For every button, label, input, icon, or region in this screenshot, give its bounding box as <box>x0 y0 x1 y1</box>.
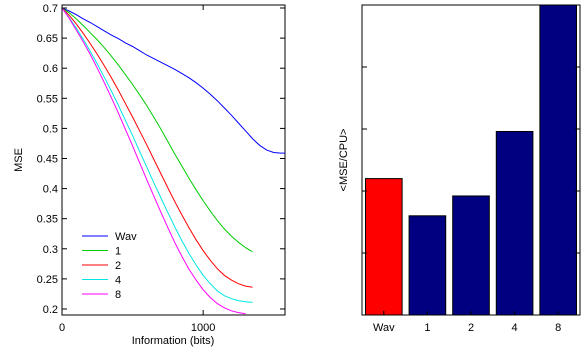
legend-label-1: 1 <box>115 246 121 258</box>
bar-chart-x-ticks: Wav 1 2 4 8 <box>373 311 561 334</box>
line-chart-y-tick-label: 0.6 <box>43 63 58 75</box>
bar-chart-bars <box>364 4 578 316</box>
line-chart-x-tick-label: 1000 <box>191 322 215 334</box>
bar-wav <box>364 178 403 316</box>
line-chart-y-tick-label: 0.25 <box>37 274 58 286</box>
bar-chart-x-tick-label: 1 <box>424 322 430 334</box>
line-series-8 <box>61 7 246 315</box>
line-chart-y-tick-label: 0.3 <box>43 244 58 256</box>
bar-chart-panel: Wav 1 2 4 8 <MSE/CPU> <box>338 4 581 334</box>
line-chart-panel: 0.2 0.25 0.3 0.35 0.4 0.45 0.5 0.55 0.6 0.65 0.7 0… <box>13 3 286 347</box>
bar-chart-x-tick-label: 4 <box>512 322 518 334</box>
bar-chart-x-tick-label: 8 <box>555 322 561 334</box>
bar-chart-y-axis-label: <MSE/CPU> <box>338 129 350 192</box>
line-chart-x-axis-label: Information (bits) <box>132 335 215 347</box>
legend-label-4: 4 <box>115 275 121 287</box>
line-chart-x-tick-label: 0 <box>59 322 65 334</box>
line-series-2 <box>61 7 253 288</box>
line-chart-y-axis-label: MSE <box>13 148 25 172</box>
line-chart-y-tick-label: 0.4 <box>43 184 58 196</box>
line-chart-y-tick-label: 0.35 <box>37 214 58 226</box>
bar-8 <box>539 4 578 316</box>
line-series-1 <box>61 7 253 253</box>
legend-label-2: 2 <box>115 260 121 272</box>
line-chart-y-tick-label: 0.2 <box>43 304 58 316</box>
bar-chart-x-tick-label: Wav <box>373 322 395 334</box>
line-chart-x-ticks: 0 1000 <box>59 5 215 334</box>
legend-label-8: 8 <box>115 289 121 301</box>
line-chart-y-tick-label: 0.55 <box>37 93 58 105</box>
line-chart-legend: Wav 1 2 4 8 <box>82 231 137 301</box>
line-chart-y-tick-label: 0.5 <box>43 123 58 135</box>
line-chart-y-tick-label: 0.7 <box>43 3 58 15</box>
bar-chart-y-ticks <box>362 66 580 254</box>
bar-chart-x-tick-label: 2 <box>468 322 474 334</box>
line-chart-y-tick-label: 0.65 <box>37 33 58 45</box>
bar-2 <box>452 195 490 316</box>
line-chart-y-tick-label: 0.45 <box>37 153 58 165</box>
legend-label-wav: Wav <box>115 231 137 243</box>
line-series-wav <box>61 7 285 154</box>
line-chart-y-ticks: 0.2 0.25 0.3 0.35 0.4 0.45 0.5 0.55 0.6 0.65 0.7 <box>37 3 285 316</box>
bar-4 <box>495 130 534 316</box>
bar-1 <box>408 215 447 316</box>
line-chart-series-group <box>61 7 285 315</box>
line-series-4 <box>61 7 253 303</box>
